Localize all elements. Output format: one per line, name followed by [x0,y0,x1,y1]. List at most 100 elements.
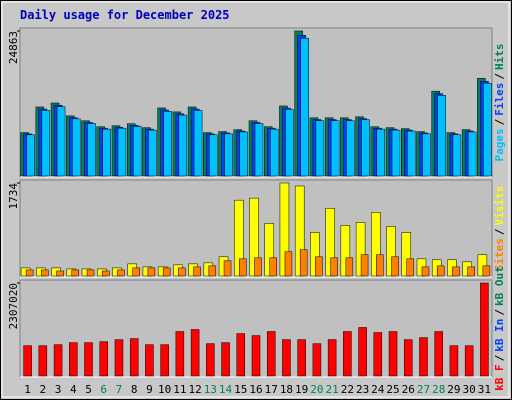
bar [315,120,325,177]
x-tick-label: 28 [432,383,445,396]
bar [452,134,462,177]
bar [404,339,413,377]
bar [148,129,157,177]
x-tick-label: 18 [280,383,293,396]
bar [175,331,185,377]
x-tick-label: 16 [249,383,262,396]
bar [84,342,93,377]
x-tick-label: 11 [173,383,186,396]
bar [467,131,477,177]
x-tick-label: 8 [131,383,138,396]
bar [69,342,78,377]
x-tick-label: 31 [478,383,491,396]
bar [26,134,35,177]
bar [25,269,34,277]
bar [71,269,80,277]
bar [482,265,491,277]
bar [23,345,32,377]
x-tick-label: 13 [204,383,217,396]
bar [41,269,49,277]
bar [327,339,337,377]
x-tick-label: 3 [55,383,62,396]
bar [264,223,274,277]
bar [330,257,338,277]
bar [145,344,154,377]
x-tick-label: 21 [326,383,339,396]
bar [310,232,320,277]
x-tick-label: 17 [265,383,278,396]
bar [72,118,81,177]
legend-entry: Sites [493,238,506,271]
bar [315,256,323,277]
bar [163,111,172,177]
x-tick-label: 26 [402,383,415,396]
bar [102,128,111,177]
x-tick-label: 20 [310,383,323,396]
bar [297,339,306,377]
bar [249,197,259,277]
x-tick-label: 12 [188,383,201,396]
bar [114,339,124,377]
x-tick-label: 24 [371,383,385,396]
bar [419,337,428,377]
x-tick-label: 4 [70,383,77,396]
bar [178,114,188,177]
bar [407,130,416,177]
legend-entry: kB F [493,364,506,391]
bar [56,106,66,177]
legend: Sites / Visits [493,186,506,272]
bar [147,267,156,277]
bar [279,182,290,277]
bar [391,256,399,277]
bar [38,345,48,377]
bar [234,199,244,277]
x-tick-label: 30 [463,383,476,396]
bar [360,254,369,277]
bar [437,95,446,177]
bar [480,282,489,377]
bar [221,342,230,377]
bar [464,345,474,377]
bar [132,126,142,177]
legend: kB F / kB In / kB Out [493,266,506,391]
bar [285,109,294,177]
legend-separator: / [493,228,506,235]
y-tick-label: 24863 [7,31,20,64]
bar [361,119,370,177]
x-tick-label: 14 [219,383,233,396]
bar [421,266,430,277]
bar [282,339,291,377]
bar [386,226,396,277]
bar [132,267,140,277]
x-tick-label: 9 [146,383,153,396]
bar [56,270,64,277]
legend-separator: / [493,73,506,80]
x-tick-label: 23 [356,383,369,396]
bar [388,331,398,377]
bar [325,208,335,277]
bar [483,82,492,177]
legend-entry: kB Out [493,266,506,306]
legend-separator: / [493,309,506,316]
bar [254,123,264,177]
bar [239,258,247,277]
bar [236,333,246,377]
x-tick-label: 27 [417,383,430,396]
bar [391,129,401,177]
bar [371,212,381,277]
bar [346,120,355,177]
bar [284,251,293,277]
bar [239,131,249,177]
bar [224,133,233,177]
x-tick-label: 10 [158,383,171,396]
x-tick-label: 19 [295,383,308,396]
bar [254,257,262,277]
bar [401,232,412,277]
bar [86,269,95,277]
bar [208,265,217,277]
legend-entry: kB In [493,319,506,352]
bar [376,254,384,277]
bar [53,344,63,377]
bar [117,269,125,277]
